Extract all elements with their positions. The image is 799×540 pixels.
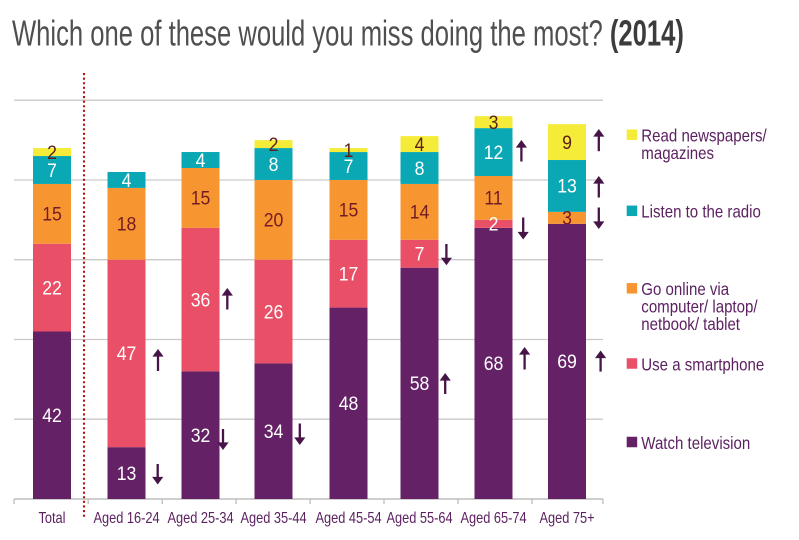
svg-text:9: 9 — [562, 131, 572, 153]
svg-text:18: 18 — [117, 213, 137, 235]
svg-text:15: 15 — [339, 199, 359, 221]
svg-text:32: 32 — [191, 424, 211, 446]
svg-text:15: 15 — [191, 187, 211, 209]
svg-text:7: 7 — [47, 159, 57, 181]
svg-text:2: 2 — [269, 133, 279, 155]
svg-text:Use a smartphone: Use a smartphone — [641, 355, 764, 374]
svg-text:Aged 65-74: Aged 65-74 — [460, 510, 526, 528]
svg-text:14: 14 — [410, 201, 430, 223]
svg-text:Watch television: Watch television — [641, 434, 750, 453]
svg-text:11: 11 — [484, 187, 502, 209]
svg-text:Aged 55-64: Aged 55-64 — [386, 510, 452, 528]
svg-text:1: 1 — [344, 139, 354, 161]
svg-text:68: 68 — [484, 353, 504, 375]
svg-text:Aged 45-54: Aged 45-54 — [315, 510, 381, 528]
svg-text:2: 2 — [47, 141, 57, 163]
svg-text:netbook/ tablet: netbook/ tablet — [641, 315, 740, 334]
svg-text:Aged 25-34: Aged 25-34 — [167, 510, 233, 528]
svg-text:7: 7 — [415, 243, 425, 265]
svg-text:20: 20 — [264, 209, 284, 231]
svg-text:4: 4 — [122, 169, 132, 191]
svg-text:26: 26 — [264, 301, 284, 323]
svg-text:15: 15 — [42, 203, 62, 225]
svg-text:17: 17 — [339, 263, 359, 285]
svg-text:Aged 75+: Aged 75+ — [539, 510, 594, 528]
svg-text:58: 58 — [410, 372, 430, 394]
svg-text:34: 34 — [264, 420, 284, 442]
svg-text:Aged 35-44: Aged 35-44 — [240, 510, 306, 528]
svg-text:69: 69 — [557, 351, 577, 373]
svg-text:42: 42 — [42, 404, 62, 426]
svg-text:Listen to the radio: Listen to the radio — [641, 203, 761, 222]
svg-text:Aged 16-24: Aged 16-24 — [93, 510, 159, 528]
svg-text:magazines: magazines — [641, 144, 714, 163]
svg-text:48: 48 — [339, 392, 359, 414]
svg-text:13: 13 — [557, 175, 577, 197]
svg-text:13: 13 — [117, 462, 137, 484]
svg-text:12: 12 — [484, 141, 504, 163]
svg-text:3: 3 — [562, 207, 572, 229]
svg-text:7: 7 — [344, 155, 354, 177]
svg-text:Total: Total — [38, 510, 65, 528]
svg-text:4: 4 — [196, 149, 206, 171]
svg-text:2: 2 — [489, 213, 499, 235]
svg-text:36: 36 — [191, 289, 211, 311]
svg-text:computer/ laptop/: computer/ laptop/ — [641, 298, 758, 317]
svg-text:8: 8 — [415, 157, 425, 179]
svg-text:8: 8 — [269, 153, 279, 175]
svg-text:22: 22 — [42, 277, 62, 299]
svg-text:4: 4 — [415, 133, 425, 155]
svg-text:Read newspapers/: Read newspapers/ — [641, 127, 767, 146]
svg-text:Which one of these would you m: Which one of these would you miss doing … — [12, 12, 684, 54]
svg-text:3: 3 — [489, 111, 499, 133]
svg-text:47: 47 — [117, 343, 137, 365]
svg-text:Go online via: Go online via — [641, 280, 730, 299]
